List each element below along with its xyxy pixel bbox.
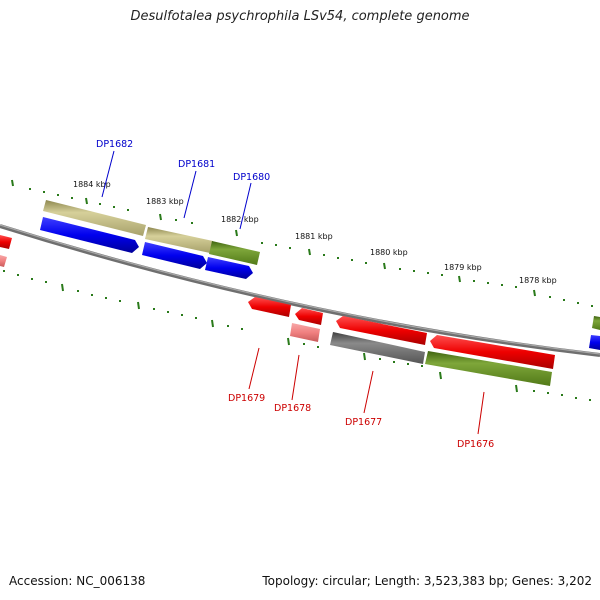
pink-feature (290, 323, 320, 342)
red-cds-reverse (430, 335, 555, 369)
gene-label[interactable]: DP1682 (96, 139, 133, 150)
blue-cds-forward (40, 217, 139, 253)
scale-label: 1881 kbp (295, 232, 333, 241)
blue-cds-edge (589, 335, 600, 350)
red-cds-edge (0, 235, 12, 249)
reverse-leader-lines (248, 347, 485, 435)
reverse-features (248, 297, 600, 386)
pink-feature-edge (0, 255, 7, 267)
red-cds-reverse (295, 308, 323, 325)
scale-label: 1878 kbp (519, 276, 557, 285)
genome-summary-text: Topology: circular; Length: 3,523,383 bp… (262, 574, 592, 588)
map-title: Desulfotalea psychrophila LSv54, complet… (130, 9, 470, 24)
gene-label[interactable]: DP1679 (228, 393, 265, 404)
red-cds-reverse (336, 316, 427, 345)
blue-cds-forward (205, 257, 253, 279)
forward-features (0, 200, 260, 279)
khaki-feature (145, 227, 213, 253)
reverse-gene-labels: DP1679 DP1678 DP1677 DP1676 (228, 393, 494, 450)
scale-label: 1880 kbp (370, 248, 408, 257)
khaki-feature (43, 200, 146, 236)
gene-label[interactable]: DP1677 (345, 417, 382, 428)
genome-backbone-highlight (0, 224, 600, 355)
blue-cds-forward (142, 242, 207, 269)
gene-label[interactable]: DP1680 (233, 172, 270, 183)
red-cds-reverse (248, 297, 291, 317)
scale-label: 1879 kbp (444, 263, 482, 272)
olive-feature (209, 241, 260, 265)
olive-feature (425, 351, 552, 386)
upper-tick-track (11, 179, 593, 307)
genome-backbone (0, 224, 600, 357)
forward-gene-labels: DP1682 DP1681 DP1680 (96, 139, 270, 183)
forward-leader-lines (101, 150, 252, 230)
scale-label: 1882 kbp (221, 215, 259, 224)
accession-text: Accession: NC_006138 (9, 574, 146, 588)
gray-feature (330, 332, 425, 364)
lower-tick-track (3, 270, 591, 401)
scale-labels: 1884 kbp 1883 kbp 1882 kbp 1881 kbp 1880… (73, 180, 557, 285)
gene-label[interactable]: DP1676 (457, 439, 494, 450)
scale-label: 1883 kbp (146, 197, 184, 206)
scale-label: 1884 kbp (73, 180, 111, 189)
gene-label[interactable]: DP1678 (274, 403, 311, 414)
gene-label[interactable]: DP1681 (178, 159, 215, 170)
olive-feature-edge (592, 316, 600, 330)
